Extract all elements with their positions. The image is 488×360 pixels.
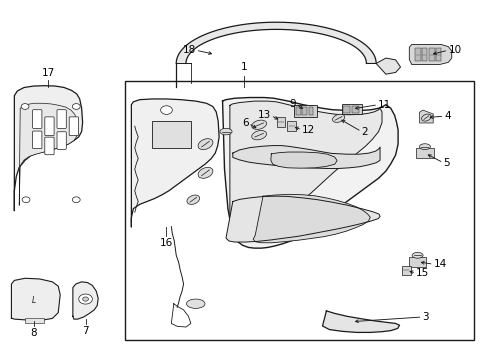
Bar <box>408 257 426 267</box>
Text: 16: 16 <box>160 238 173 248</box>
Circle shape <box>79 294 92 304</box>
Bar <box>414 48 420 61</box>
Polygon shape <box>229 101 381 229</box>
Bar <box>302 107 306 115</box>
Text: 8: 8 <box>30 328 37 338</box>
Circle shape <box>82 297 88 301</box>
Text: 11: 11 <box>377 100 390 110</box>
Text: 12: 12 <box>302 125 315 135</box>
Text: 9: 9 <box>288 99 295 109</box>
Bar <box>343 106 349 113</box>
Bar <box>152 121 190 148</box>
Bar <box>25 318 43 323</box>
Ellipse shape <box>198 167 212 178</box>
Text: 1: 1 <box>241 62 247 72</box>
Circle shape <box>160 106 172 114</box>
Bar <box>428 48 434 61</box>
Polygon shape <box>73 282 98 319</box>
Ellipse shape <box>198 139 212 150</box>
Polygon shape <box>322 311 399 332</box>
Text: L: L <box>32 296 36 305</box>
Polygon shape <box>419 110 432 123</box>
Ellipse shape <box>186 195 199 204</box>
Text: 15: 15 <box>415 268 428 278</box>
Text: 7: 7 <box>82 326 89 336</box>
Bar <box>351 106 358 113</box>
Bar <box>341 104 361 114</box>
Polygon shape <box>176 22 375 63</box>
FancyBboxPatch shape <box>69 117 78 135</box>
Polygon shape <box>225 196 379 242</box>
Ellipse shape <box>220 129 232 135</box>
FancyBboxPatch shape <box>33 131 42 149</box>
Ellipse shape <box>411 252 422 258</box>
Text: 3: 3 <box>422 312 428 322</box>
Circle shape <box>72 197 80 203</box>
Circle shape <box>22 197 30 203</box>
Ellipse shape <box>421 114 430 121</box>
FancyBboxPatch shape <box>45 117 54 135</box>
Bar <box>276 117 285 127</box>
FancyBboxPatch shape <box>57 132 66 149</box>
Bar <box>287 121 296 131</box>
Bar <box>435 48 441 61</box>
Polygon shape <box>19 103 78 205</box>
Text: 18: 18 <box>182 45 195 55</box>
Circle shape <box>72 104 80 109</box>
Text: 4: 4 <box>444 111 450 121</box>
Bar <box>415 148 433 158</box>
FancyBboxPatch shape <box>33 110 42 129</box>
Polygon shape <box>270 152 336 168</box>
Bar <box>421 48 427 61</box>
Text: 14: 14 <box>433 259 446 269</box>
FancyBboxPatch shape <box>45 137 54 155</box>
Polygon shape <box>408 44 451 64</box>
Polygon shape <box>14 86 82 211</box>
Polygon shape <box>366 58 400 74</box>
Circle shape <box>21 104 29 109</box>
Bar <box>293 105 317 117</box>
Polygon shape <box>232 145 379 168</box>
Bar <box>296 107 300 115</box>
Polygon shape <box>222 98 397 248</box>
Bar <box>308 107 313 115</box>
FancyBboxPatch shape <box>57 110 66 129</box>
Ellipse shape <box>419 144 429 149</box>
Polygon shape <box>11 278 60 320</box>
Bar <box>401 266 410 275</box>
Ellipse shape <box>332 114 344 122</box>
Text: 10: 10 <box>447 45 461 55</box>
Text: 2: 2 <box>361 127 367 136</box>
Ellipse shape <box>251 131 266 140</box>
Ellipse shape <box>251 120 266 130</box>
Text: 5: 5 <box>443 158 449 168</box>
Polygon shape <box>131 99 219 226</box>
Bar <box>125 81 473 339</box>
Text: 6: 6 <box>241 118 248 128</box>
Text: 17: 17 <box>42 68 55 78</box>
Polygon shape <box>253 194 369 243</box>
Text: 13: 13 <box>257 111 270 121</box>
Ellipse shape <box>186 299 204 309</box>
